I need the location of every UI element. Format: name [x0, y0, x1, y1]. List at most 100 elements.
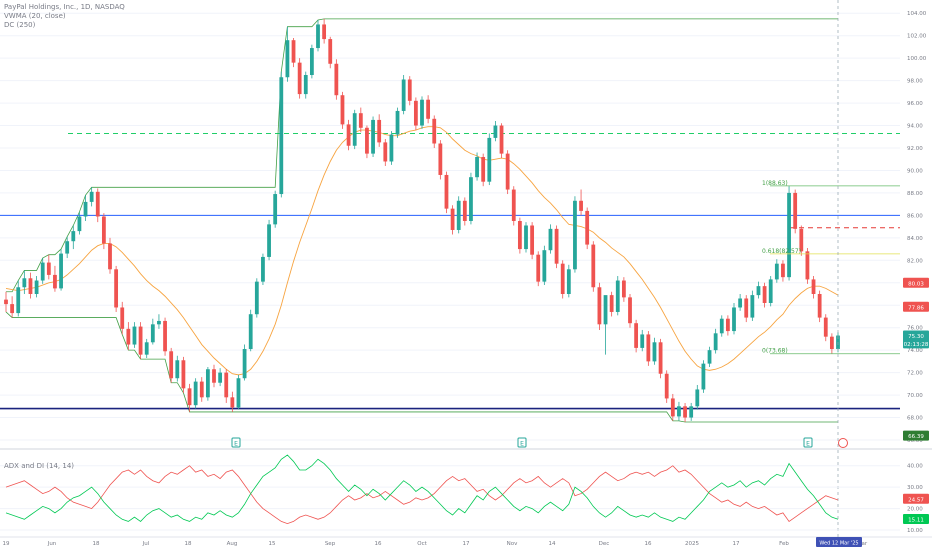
adx-scale-label: 20.00 [907, 507, 923, 513]
candle-body [469, 177, 473, 221]
candle-body [10, 304, 15, 314]
candle-body [187, 388, 192, 406]
price-scale-label: 82.00 [907, 258, 923, 264]
earnings-marker [517, 437, 527, 448]
today-label-bg [816, 537, 862, 547]
price-scale-label: 70.00 [907, 393, 923, 399]
candle-body [768, 279, 773, 303]
time-axis-label: 16 [375, 541, 382, 547]
time-axis-label: 17 [463, 541, 470, 547]
time-axis-label: Jul [142, 541, 150, 547]
price-badge-text: 77.86 [908, 305, 924, 311]
price-badge-bg [903, 338, 929, 349]
time-axis-label: Oct [417, 541, 427, 547]
candle-body [664, 373, 669, 399]
candle-body [77, 216, 82, 232]
candle-body [493, 125, 498, 138]
price-badge-text: 75.30 [908, 334, 924, 340]
price-badge-text: 66.39 [908, 434, 924, 440]
candle-body [205, 369, 210, 398]
candle-body [334, 63, 339, 96]
adx-diplus-line [5, 454, 839, 522]
candle-body [371, 119, 375, 154]
earnings-marker [803, 437, 813, 448]
candle-body [554, 228, 559, 264]
candle-body [683, 406, 687, 418]
candle-body [365, 127, 369, 154]
candle-body [811, 279, 816, 294]
price-scale-label: 74.00 [907, 348, 923, 354]
candle-body [591, 244, 596, 288]
candle-body [248, 314, 253, 350]
candle-body [199, 381, 204, 398]
candle-body [744, 298, 749, 318]
candle-body [762, 286, 767, 303]
candle-body [585, 210, 590, 245]
candle-body [438, 143, 443, 175]
candle-body [218, 372, 223, 383]
time-axis-label: Jun [47, 541, 57, 547]
candle-body [695, 389, 700, 407]
candle-body [536, 254, 541, 282]
adx-badge-text: 15.11 [908, 518, 924, 524]
candle-body [285, 40, 290, 78]
candle-body [34, 280, 39, 294]
candle-body [212, 369, 216, 383]
symbol-line: PayPal Holdings, Inc., 1D, NASDAQ [4, 3, 125, 11]
adx-pane-title: ADX and DI (14, 14) [4, 462, 74, 470]
candle-body [138, 326, 143, 355]
price-scale-label: 76.00 [907, 326, 923, 332]
candle-body [487, 137, 492, 182]
candle-body [316, 24, 320, 49]
candle-body [621, 280, 626, 298]
candle-body [701, 363, 706, 390]
candle-body [640, 334, 645, 348]
candle-body [548, 228, 553, 251]
candle-body [108, 243, 112, 270]
candle-body [328, 39, 333, 64]
candle-body [340, 95, 345, 125]
candle-body [499, 125, 504, 154]
candle-body [273, 194, 278, 225]
candle-body [407, 79, 412, 101]
candle-body [254, 281, 259, 315]
price-badge-bg [903, 330, 929, 341]
candle-body [120, 307, 125, 329]
time-axis-label: Dec [599, 541, 610, 547]
candle-body [132, 326, 137, 345]
candle-body [4, 299, 8, 305]
price-badge-text: 02:13:28 [904, 342, 929, 348]
candle-body [175, 360, 180, 379]
candle-body [456, 200, 461, 230]
earnings-marker-label: E [520, 441, 524, 448]
candle-body [450, 208, 455, 230]
candle-body [481, 156, 486, 182]
candle-body [829, 336, 834, 350]
price-scale-label: 102.00 [907, 34, 927, 40]
candle-body [713, 333, 718, 351]
candle-body [677, 406, 681, 417]
candle-body [389, 134, 394, 162]
time-axis-label: 2025 [685, 541, 699, 547]
candle-body [707, 350, 712, 364]
candle-body [181, 360, 186, 389]
fib-label: 0(73.68) [762, 348, 788, 355]
price-badge-bg [903, 430, 929, 441]
candle-body [719, 318, 724, 334]
candle-body [352, 113, 357, 146]
price-scale-label: 66.00 [907, 438, 923, 444]
time-axis-label: Mar [857, 541, 868, 547]
adx-scale-label: 30.00 [907, 485, 923, 491]
candle-body [169, 351, 174, 379]
time-axis-label: 14 [549, 541, 556, 547]
vwma-legend: VWMA (20, close) [4, 12, 66, 20]
candle-body [628, 297, 632, 324]
candle-body [652, 342, 657, 362]
donchian-legend: DC (250) [4, 21, 36, 29]
fib-label: 0.618(82.57) [762, 248, 801, 255]
candle-body [261, 256, 265, 282]
candle-body [462, 200, 467, 221]
fib-label: 1(88.63) [762, 180, 788, 187]
candle-body [646, 334, 651, 362]
